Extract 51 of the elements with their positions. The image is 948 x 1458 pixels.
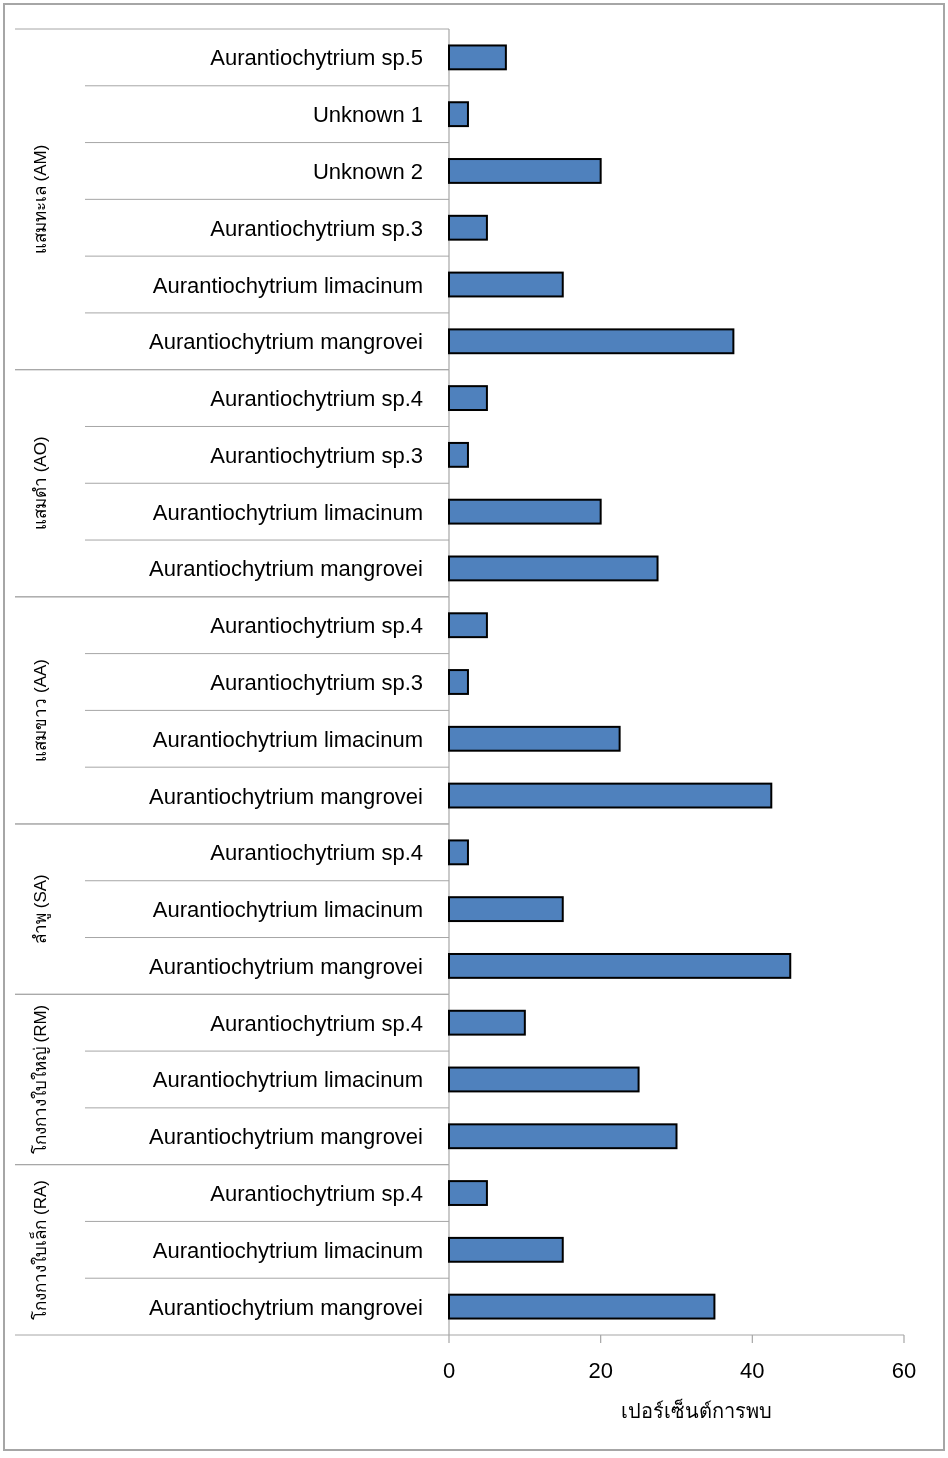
y-tick-label: Unknown 1: [312, 102, 423, 128]
bar: [448, 158, 602, 184]
bar: [448, 1236, 564, 1263]
y-tick-label: Aurantiochytrium mangrovei: [149, 953, 423, 979]
text: แสมทะเล (AM): [31, 144, 50, 255]
text: โกงกางใบเล็ก (RA): [29, 1179, 50, 1320]
bar: [448, 1293, 716, 1320]
bar: [448, 101, 469, 128]
bar: [448, 328, 735, 355]
y-tick-label: Aurantiochytrium limacinum: [152, 1067, 423, 1093]
y-tick-label: Aurantiochytrium limacinum: [152, 897, 423, 923]
y-tick-label: Aurantiochytrium sp.4: [210, 613, 423, 639]
y-tick-label: Aurantiochytrium mangrovei: [149, 783, 423, 809]
x-tick-label: 60: [891, 1358, 917, 1383]
bar: [448, 214, 488, 241]
y-tick-label: Aurantiochytrium mangrovei: [149, 329, 423, 355]
bar: [448, 441, 469, 468]
text: ลำพู (SA): [31, 874, 51, 944]
bar: [448, 44, 507, 71]
y-tick-label: Aurantiochytrium sp.4: [210, 840, 423, 866]
bar: [448, 498, 602, 525]
y-tick-label: Aurantiochytrium limacinum: [152, 272, 423, 298]
y-tick-label: Aurantiochytrium limacinum: [152, 499, 423, 525]
x-tick-label: 40: [740, 1358, 765, 1383]
bar: [448, 555, 659, 582]
y-tick-label: Aurantiochytrium mangrovei: [149, 1294, 423, 1320]
x-tick-label: 0: [442, 1358, 456, 1383]
bar: [448, 1180, 488, 1206]
text: โกงกางใบใหญ่ (RM): [30, 1004, 50, 1155]
y-tick-label: Aurantiochytrium sp.3: [210, 670, 423, 695]
bar: [448, 725, 621, 752]
x-axis-title: เปอร์เซ็นต์การพบ: [621, 1398, 772, 1422]
y-tick-label: Aurantiochytrium sp.3: [210, 215, 423, 241]
y-tick-label: Aurantiochytrium mangrovei: [149, 1124, 423, 1150]
text: แสมขาว (AA): [31, 659, 50, 762]
bar: [448, 782, 773, 809]
text: แสมดำ (AO): [31, 436, 50, 531]
x-tick-label: 20: [588, 1358, 613, 1383]
bar: [448, 385, 488, 412]
y-tick-label: Aurantiochytrium sp.4: [210, 1181, 423, 1207]
y-tick-label: Aurantiochytrium sp.3: [210, 442, 423, 468]
bar: [448, 669, 469, 695]
y-tick-label: Aurantiochytrium sp.5: [210, 45, 423, 71]
y-tick-label: Aurantiochytrium limacinum: [152, 1237, 423, 1263]
y-tick-label: Unknown 2: [312, 158, 423, 184]
y-tick-label: Aurantiochytrium limacinum: [152, 726, 423, 752]
bar: [448, 271, 564, 298]
y-tick-label: Aurantiochytrium sp.4: [210, 386, 423, 412]
y-tick-label: Aurantiochytrium mangrovei: [149, 556, 423, 582]
y-tick-label: Aurantiochytrium sp.4: [210, 1010, 423, 1036]
bar: [448, 612, 488, 639]
